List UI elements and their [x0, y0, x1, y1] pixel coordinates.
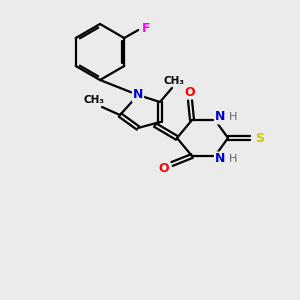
- Text: F: F: [142, 22, 151, 34]
- Text: CH₃: CH₃: [164, 76, 184, 86]
- Text: S: S: [256, 131, 265, 145]
- Text: O: O: [185, 85, 195, 98]
- Text: O: O: [159, 161, 169, 175]
- Text: N: N: [215, 152, 225, 166]
- Text: N: N: [133, 88, 143, 101]
- Text: H: H: [229, 112, 237, 122]
- Text: N: N: [215, 110, 225, 124]
- Text: H: H: [229, 154, 237, 164]
- Text: CH₃: CH₃: [83, 95, 104, 105]
